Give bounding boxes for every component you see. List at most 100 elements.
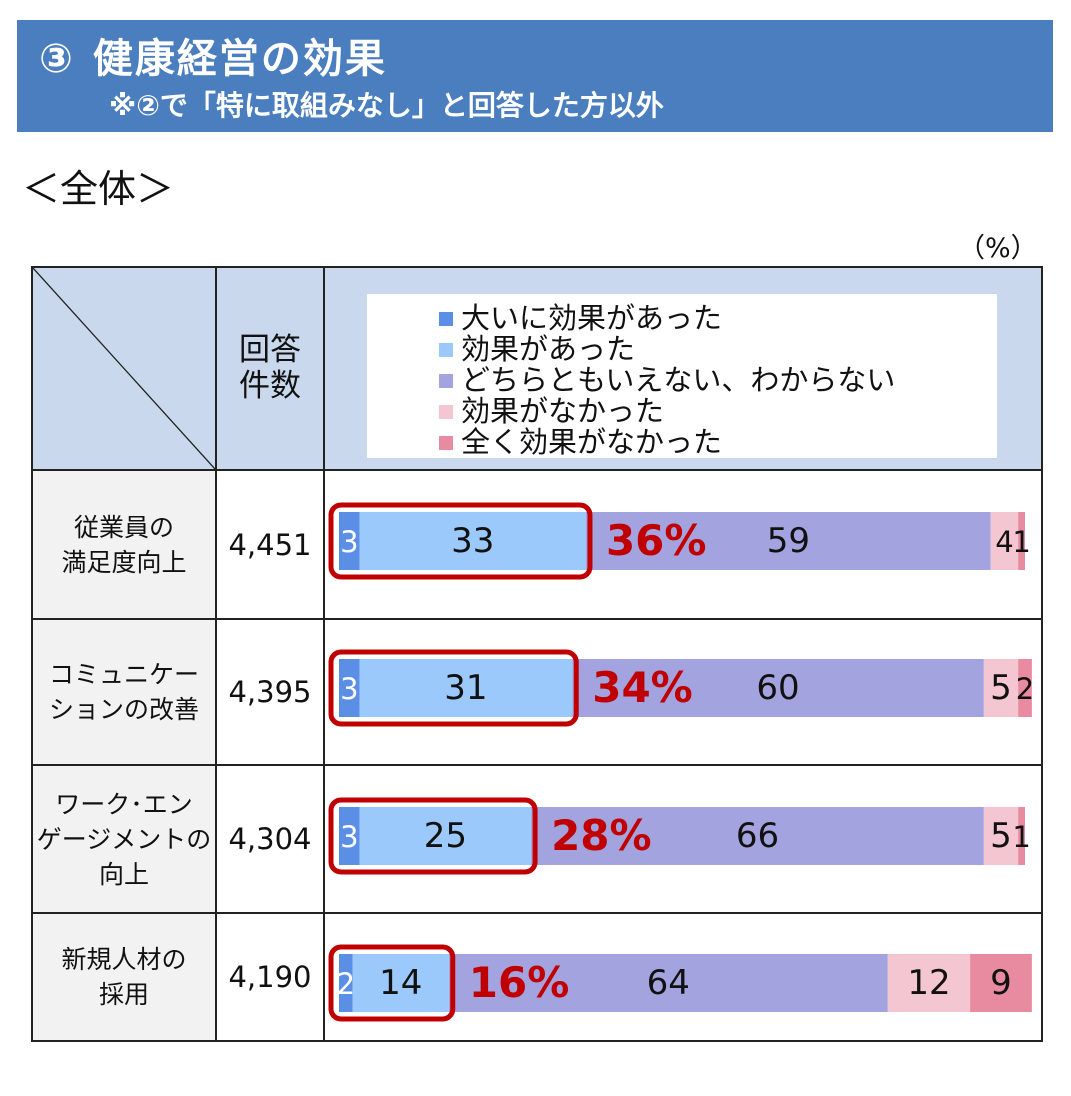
highlight-box	[328, 502, 593, 580]
data-label: 33	[451, 521, 494, 561]
data-label: 3	[340, 672, 358, 706]
highlight-total: 34%	[592, 663, 693, 712]
bar-segment-series-1	[359, 807, 532, 865]
category-label-line: ワーク･エン	[55, 789, 193, 819]
table-row: コミュニケー ションの改善 4,395 3 31 60 5 2 34%	[31, 618, 1043, 766]
response-count: 4,395	[228, 675, 312, 709]
category-label-line: ションの改善	[48, 695, 199, 724]
header-row: 回答 件数 大いに効果があった 効果があった どちらともいえない、わからない 効果がな…	[31, 266, 1043, 471]
highlight-box	[328, 944, 456, 1022]
bar-segment-series-2	[448, 954, 888, 1012]
category-label-line: 従業員の	[73, 512, 174, 542]
bar-segment-series-0	[339, 659, 360, 717]
data-label: 5	[990, 668, 1012, 708]
data-label: 3	[340, 820, 358, 854]
legend-label: 全く効果がなかった	[461, 425, 723, 459]
legend-swatch	[439, 343, 453, 357]
legend-swatch	[439, 436, 453, 450]
count-header-line1: 回答	[239, 331, 301, 368]
data-label: 64	[647, 963, 690, 1003]
bar-segment-series-3	[887, 954, 971, 1012]
data-label: 2	[1016, 672, 1034, 706]
diagonal-line	[33, 268, 215, 469]
results-table: 回答 件数 大いに効果があった 効果があった どちらともいえない、わからない 効果がな…	[31, 266, 1043, 1042]
legend-item: どちらともいえない、わからない	[439, 364, 895, 396]
data-label: 4	[995, 525, 1013, 559]
corner-cell	[31, 266, 217, 471]
table-row: 新規人材の採用 4,190 2 14 64 12 9 16%	[31, 912, 1043, 1042]
bar-segment-series-1	[352, 954, 449, 1012]
bar-segment-series-3	[990, 512, 1019, 570]
bar-segment-series-0	[339, 954, 353, 1012]
title-banner: ③ 健康経営の効果 ※②で「特に取組みなし」と回答した方以外	[17, 20, 1053, 132]
data-label: 1	[1012, 820, 1030, 854]
legend-swatch	[439, 405, 453, 419]
stacked-bar: 3 25 66 5 1 28%	[328, 797, 1031, 875]
legend-item: 全く効果がなかった	[439, 426, 722, 458]
response-count: 4,451	[228, 527, 312, 562]
bar-segment-series-2	[572, 659, 984, 717]
data-label: 12	[907, 963, 950, 1003]
unit-label: （%）	[958, 233, 1038, 264]
category-label-line: 新規人材の	[61, 945, 187, 974]
count-header-cell: 回答 件数	[215, 266, 325, 471]
page-title: ③ 健康経営の効果	[39, 26, 387, 84]
response-count: 4,304	[228, 822, 312, 856]
bar-segment-series-3	[983, 659, 1019, 717]
bar-segment-series-3	[983, 807, 1019, 865]
legend-label: 効果がなかった	[461, 394, 665, 428]
row-bar-cell: 3 25 66 5 1 28%	[323, 764, 1043, 914]
table-row: 従業員の 満足度向上 4,451 3 33 59 4 1 36%	[31, 469, 1043, 620]
row-label: ワーク･エン ゲージメントの 向上	[31, 764, 217, 914]
legend-label: 大いに効果があった	[461, 301, 723, 335]
row-bar-cell: 3 33 59 4 1 36%	[323, 469, 1043, 620]
stacked-bar: 2 14 64 12 9 16%	[328, 944, 1032, 1022]
row-count: 4,304	[215, 764, 325, 914]
title-text: 健康経営の効果	[92, 36, 387, 82]
category-label-line: 採用	[98, 980, 149, 1009]
highlight-box	[328, 649, 579, 727]
legend-label: 効果があった	[461, 332, 636, 366]
bar-segment-series-0	[339, 512, 360, 570]
legend-item: 効果がなかった	[439, 395, 664, 427]
row-label: 従業員の 満足度向上	[31, 469, 217, 620]
legend-item: 大いに効果があった	[439, 302, 722, 334]
data-label: 59	[767, 521, 810, 561]
bar-segment-series-2	[531, 807, 984, 865]
row-count: 4,190	[215, 912, 325, 1042]
category-label-line: ゲージメントの	[36, 824, 212, 854]
legend: 大いに効果があった 効果があった どちらともいえない、わからない 効果がなかった 全く効…	[367, 294, 997, 458]
category-label-line: 向上	[98, 859, 149, 889]
legend-swatch	[439, 374, 453, 388]
data-label: 66	[736, 816, 779, 856]
response-count: 4,190	[228, 960, 312, 994]
row-label: 新規人材の 採用	[31, 912, 217, 1042]
legend-swatch	[439, 312, 453, 326]
data-label: 5	[990, 816, 1012, 856]
data-label: 9	[990, 963, 1012, 1003]
highlight-total: 16%	[469, 958, 570, 1007]
row-count: 4,395	[215, 618, 325, 766]
category-label-line: 満足度向上	[61, 547, 187, 577]
highlight-box	[328, 797, 538, 875]
legend-cell: 大いに効果があった 効果があった どちらともいえない、わからない 効果がなかった 全く効…	[323, 266, 1043, 471]
data-label: 2	[337, 967, 355, 1001]
table-row: ワーク･エン ゲージメントの 向上 4,304 3 25 66 5 1 28%	[31, 764, 1043, 914]
data-label: 3	[340, 525, 358, 559]
stacked-bar: 3 31 60 5 2 34%	[328, 649, 1034, 727]
row-label: コミュニケー ションの改善	[31, 618, 217, 766]
row-bar-cell: 3 31 60 5 2 34%	[323, 618, 1043, 766]
bar-segment-series-1	[359, 512, 586, 570]
bar-segment-series-1	[359, 659, 573, 717]
bar-segment-series-0	[339, 807, 360, 865]
bar-segment-series-4	[970, 954, 1032, 1012]
count-header-line2: 件数	[239, 367, 301, 404]
data-label: 1	[1012, 525, 1030, 559]
data-label: 14	[379, 963, 422, 1003]
highlight-total: 36%	[606, 516, 707, 565]
bar-segment-series-2	[585, 512, 991, 570]
data-label: 25	[424, 816, 467, 856]
section-label: ＜全体＞	[22, 167, 175, 211]
data-label: 60	[756, 668, 799, 708]
